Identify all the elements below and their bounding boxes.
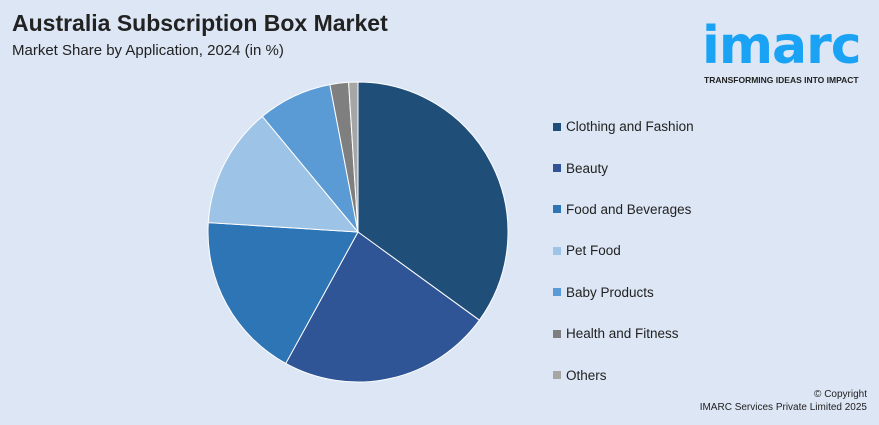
legend-label: Pet Food — [566, 243, 621, 259]
logo-word: imarc — [702, 16, 862, 76]
chart-subtitle: Market Share by Application, 2024 (in %) — [12, 42, 284, 59]
chart-title: Australia Subscription Box Market — [12, 10, 388, 36]
legend-label: Health and Fitness — [566, 326, 679, 342]
copyright-company: IMARC Services Private Limited 2025 — [699, 402, 867, 413]
legend-swatch — [553, 205, 561, 214]
legend-label: Clothing and Fashion — [566, 119, 694, 135]
copyright-label: © Copyright — [814, 389, 867, 400]
imarc-logo: imarc TRANSFORMING IDEAS INTO IMPACT — [700, 8, 872, 85]
legend-swatch — [553, 164, 561, 173]
legend-item: Health and Fitness — [553, 313, 694, 354]
pie-slice-pet-food — [207, 115, 360, 233]
legend-swatch — [553, 122, 561, 131]
legend-item: Beauty — [553, 147, 694, 188]
pie-slice-beauty — [285, 231, 481, 383]
legend-swatch — [553, 288, 561, 297]
legend-swatch — [553, 329, 561, 338]
legend-item: Clothing and Fashion — [553, 106, 694, 147]
logo-tagline: TRANSFORMING IDEAS INTO IMPACT — [704, 75, 859, 85]
pie-slice-others — [348, 81, 359, 233]
legend-swatch — [553, 371, 561, 380]
legend: Clothing and Fashion Beauty Food and Bever… — [553, 106, 694, 396]
legend-label: Beauty — [566, 160, 609, 176]
legend-item: Baby Products — [553, 272, 694, 313]
legend-label: Others — [566, 367, 607, 383]
legend-swatch — [553, 246, 561, 255]
legend-item: Others — [553, 354, 694, 395]
pie-slice-food-and-beverages — [207, 222, 359, 365]
legend-label: Baby Products — [566, 284, 654, 300]
legend-item: Pet Food — [553, 230, 694, 271]
pie-slice-clothing-and-fashion — [357, 81, 509, 321]
legend-item: Food and Beverages — [553, 189, 694, 230]
legend-label: Food and Beverages — [566, 201, 692, 217]
copyright: © Copyright IMARC Services Private Limit… — [700, 388, 867, 414]
